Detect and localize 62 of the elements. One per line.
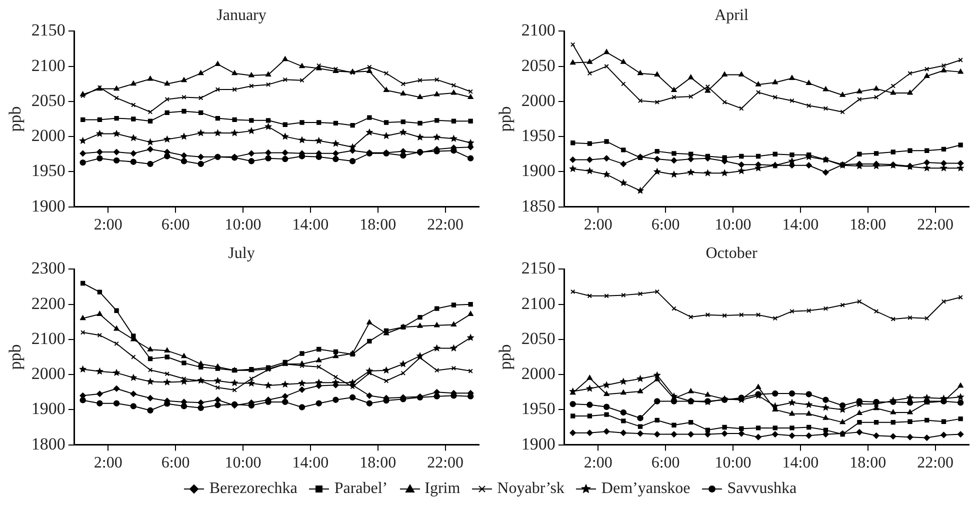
y-tick-label: 2100 (31, 328, 66, 348)
x-tick-label: 18:00 (850, 216, 886, 234)
chart-title: January (216, 6, 266, 24)
chart-title: July (228, 244, 255, 262)
y-tick-label: 2100 (521, 20, 556, 40)
y-tick-label: 2050 (521, 328, 556, 348)
y-tick-label: 2000 (31, 126, 66, 146)
x-tick-label: 18:00 (850, 454, 886, 472)
y-tick-label: 1950 (521, 399, 556, 418)
y-tick-label: 2150 (521, 258, 556, 278)
x-tick-label: 14:00 (782, 454, 819, 472)
y-axis-title: ppb (6, 344, 25, 370)
x-tick-label: 18:00 (360, 216, 396, 234)
y-tick-label: 2100 (521, 294, 556, 313)
chart-title: April (714, 6, 749, 24)
legend-label: Parabel’ (334, 480, 388, 498)
legend-label: Dem’yanskoe (601, 480, 690, 498)
x-tick-label: 6:00 (161, 216, 190, 234)
x-tick-label: 18:00 (360, 454, 396, 472)
y-tick-label: 2300 (31, 258, 66, 278)
x-tick-label: 14:00 (292, 216, 329, 234)
legend-label: Savvushka (727, 480, 797, 498)
x-tick-label: 2:00 (94, 216, 122, 234)
y-tick-label: 1950 (31, 161, 66, 180)
x-tick-label: 10:00 (224, 216, 262, 234)
y-tick-label: 1800 (31, 434, 66, 454)
y-tick-label: 1900 (521, 161, 556, 180)
y-tick-label: 2000 (521, 90, 556, 110)
y-tick-label: 1900 (31, 399, 66, 418)
x-tick-label: 2:00 (584, 454, 612, 472)
x-tick-label: 22:00 (917, 454, 954, 472)
x-tick-label: 10:00 (224, 454, 262, 472)
x-tick-label: 22:00 (917, 216, 954, 234)
y-axis-title: ppb (6, 106, 25, 132)
y-tick-label: 2100 (31, 56, 66, 75)
y-tick-label: 1900 (31, 196, 66, 216)
y-tick-label: 2150 (31, 20, 66, 40)
x-tick-label: 14:00 (292, 454, 329, 472)
legend-label: Berezorechka (209, 480, 298, 498)
x-tick-label: 6:00 (651, 216, 680, 234)
y-tick-label: 1950 (521, 126, 556, 146)
x-tick-label: 10:00 (714, 454, 752, 472)
y-tick-label: 2200 (31, 294, 66, 313)
y-tick-label: 2000 (521, 364, 556, 384)
x-tick-label: 2:00 (584, 216, 612, 234)
x-tick-label: 22:00 (427, 216, 464, 234)
y-tick-label: 2050 (521, 56, 556, 75)
x-tick-label: 14:00 (782, 216, 819, 234)
y-tick-label: 1850 (521, 196, 556, 216)
x-tick-label: 6:00 (651, 454, 680, 472)
x-tick-label: 2:00 (94, 454, 122, 472)
y-axis-title: ppb (496, 106, 515, 132)
y-tick-label: 1900 (521, 434, 556, 454)
y-tick-label: 2050 (31, 90, 66, 110)
legend-label: Igrim (424, 480, 460, 498)
legend-label: Noyabr’sk (497, 480, 564, 498)
x-tick-label: 22:00 (427, 454, 464, 472)
chart-title: October (706, 244, 758, 262)
x-tick-label: 6:00 (161, 454, 190, 472)
y-tick-label: 2000 (31, 364, 66, 384)
x-tick-label: 10:00 (714, 216, 752, 234)
y-axis-title: ppb (496, 344, 515, 370)
